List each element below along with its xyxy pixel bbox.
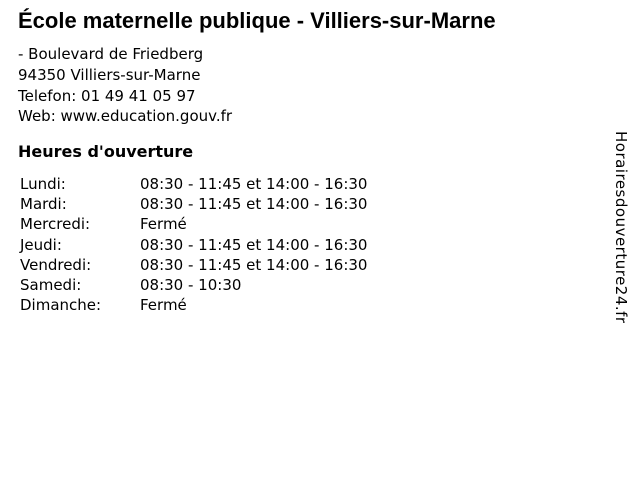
hours-row-friday: Vendredi: 08:30 - 11:45 et 14:00 - 16:30 — [20, 255, 367, 275]
hours-row-wednesday: Mercredi: Fermé — [20, 214, 367, 234]
day-label: Dimanche: — [20, 296, 102, 315]
hours-value: 08:30 - 11:45 et 14:00 - 16:30 — [140, 175, 368, 193]
hours-value: 08:30 - 10:30 — [140, 276, 242, 295]
hours-row-monday: Lundi: 08:30 - 11:45 et 14:00 - 16:30 — [20, 174, 367, 194]
hours-row-tuesday: Mardi: 08:30 - 11:45 et 14:00 - 16:30 — [20, 194, 367, 214]
site-watermark: Horairesdouverture24.fr — [612, 131, 630, 324]
hours-value: 08:30 - 11:45 et 14:00 - 16:30 — [140, 235, 368, 254]
hours-value: Fermé — [140, 296, 187, 315]
hours-value: Fermé — [140, 215, 187, 234]
hours-row-sunday: Dimanche: Fermé — [20, 295, 367, 315]
day-label: Samedi: — [20, 276, 82, 295]
day-label: Mardi: — [20, 195, 67, 214]
opening-hours-table: Lundi: 08:30 - 11:45 et 14:00 - 16:30 Ma… — [20, 174, 367, 315]
hours-row-thursday: Jeudi: 08:30 - 11:45 et 14:00 - 16:30 — [20, 235, 367, 255]
contact-street: - Boulevard de Friedberg — [18, 45, 204, 63]
contact-phone: Telefon: 01 49 41 05 97 — [18, 86, 196, 105]
page-title: École maternelle publique - Villiers-sur… — [18, 8, 496, 33]
contact-website: Web: www.education.gouv.fr — [18, 107, 233, 126]
contact-city: 94350 Villiers-sur-Marne — [18, 65, 201, 84]
opening-hours-heading: Heures d'ouverture — [18, 142, 194, 161]
day-label: Lundi: — [20, 175, 66, 193]
hours-value: 08:30 - 11:45 et 14:00 - 16:30 — [140, 255, 368, 274]
day-label: Vendredi: — [20, 255, 92, 274]
contact-block: - Boulevard de Friedberg 94350 Villiers-… — [18, 44, 232, 127]
hours-value: 08:30 - 11:45 et 14:00 - 16:30 — [140, 195, 368, 214]
hours-row-saturday: Samedi: 08:30 - 10:30 — [20, 275, 367, 295]
day-label: Jeudi: — [20, 235, 62, 254]
day-label: Mercredi: — [20, 215, 91, 234]
